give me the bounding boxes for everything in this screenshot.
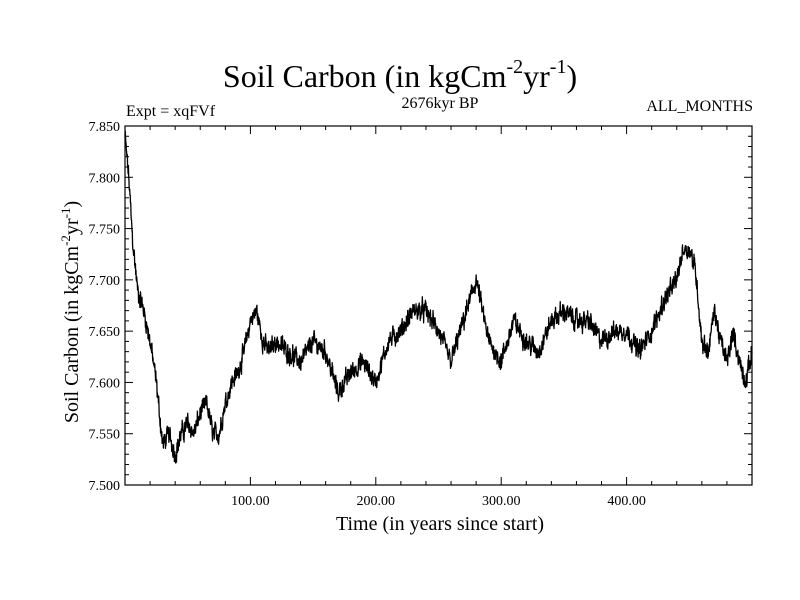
axis-ticks: [125, 125, 752, 486]
y-tick-label: 7.650: [89, 325, 121, 340]
period-label: 2676kyr BP: [401, 95, 479, 112]
y-tick-label: 7.750: [89, 223, 121, 238]
tick-labels: 7.500 7.550 7.600 7.650 7.700 7.750 7.800 7.850…: [89, 120, 646, 509]
x-tick-label: 300.00: [482, 494, 521, 509]
x-axis-label: Time (in years since start): [335, 513, 545, 535]
plot-frame: [124, 125, 753, 486]
y-tick-label: 7.700: [89, 274, 121, 289]
y-tick-label: 7.500: [89, 479, 121, 494]
series-line-soil-carbon: [124, 130, 753, 464]
months-label: ALL_MONTHS: [646, 98, 753, 115]
x-tick-label: 200.00: [357, 494, 396, 509]
chart-title: Soil Carbon (in kgCm-2yr-1): [222, 56, 578, 94]
y-tick-label: 7.600: [89, 376, 121, 391]
y-tick-label: 7.550: [89, 428, 121, 443]
experiment-label: Expt = xqFVf: [126, 103, 216, 120]
y-axis-label: Soil Carbon (in kgCm-2yr-1): [58, 200, 83, 424]
x-tick-label: 400.00: [607, 494, 646, 509]
y-tick-label: 7.850: [89, 120, 121, 135]
x-tick-label: 100.00: [231, 494, 270, 509]
y-tick-label: 7.800: [89, 171, 121, 186]
